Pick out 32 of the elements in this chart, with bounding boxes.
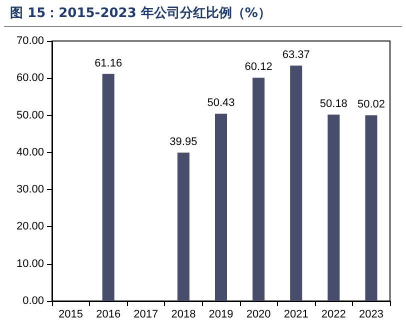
y-tick-label: 20.00 [16, 220, 44, 233]
x-tick-label: 2016 [96, 308, 121, 320]
x-tick-label: 2019 [208, 308, 234, 320]
data-label: 50.02 [357, 98, 385, 111]
data-label: 60.12 [244, 61, 272, 74]
data-label: 63.37 [282, 49, 310, 62]
chart-title: 图 15：2015-2023 年公司分红比例（%） [4, 0, 402, 27]
bar [177, 152, 190, 301]
y-tick-label: 10.00 [16, 258, 44, 270]
x-tick-label: 2022 [321, 308, 346, 320]
x-tick-label: 2017 [134, 308, 158, 320]
x-tick-label: 2018 [171, 308, 196, 320]
y-tick-label: 50.00 [16, 109, 44, 122]
bar [102, 74, 114, 301]
bar [328, 114, 340, 301]
x-tick-label: 2020 [246, 308, 271, 320]
y-tick-label: 40.00 [16, 146, 44, 158]
y-tick-label: 30.00 [16, 184, 44, 196]
x-tick-label: 2015 [58, 308, 84, 320]
x-tick-label: 2023 [358, 308, 384, 320]
y-tick-label: 0.00 [22, 295, 44, 307]
y-tick-label: 60.00 [16, 72, 44, 84]
y-tick-label: 70.00 [16, 35, 44, 47]
bar [252, 78, 265, 301]
bar [290, 66, 302, 301]
data-label: 50.43 [207, 97, 235, 110]
x-tick-label: 2021 [284, 308, 308, 320]
bar [214, 114, 228, 301]
data-label: 61.16 [94, 57, 122, 70]
data-label: 50.18 [320, 98, 348, 110]
data-label: 39.95 [170, 136, 198, 148]
bar [365, 115, 378, 301]
